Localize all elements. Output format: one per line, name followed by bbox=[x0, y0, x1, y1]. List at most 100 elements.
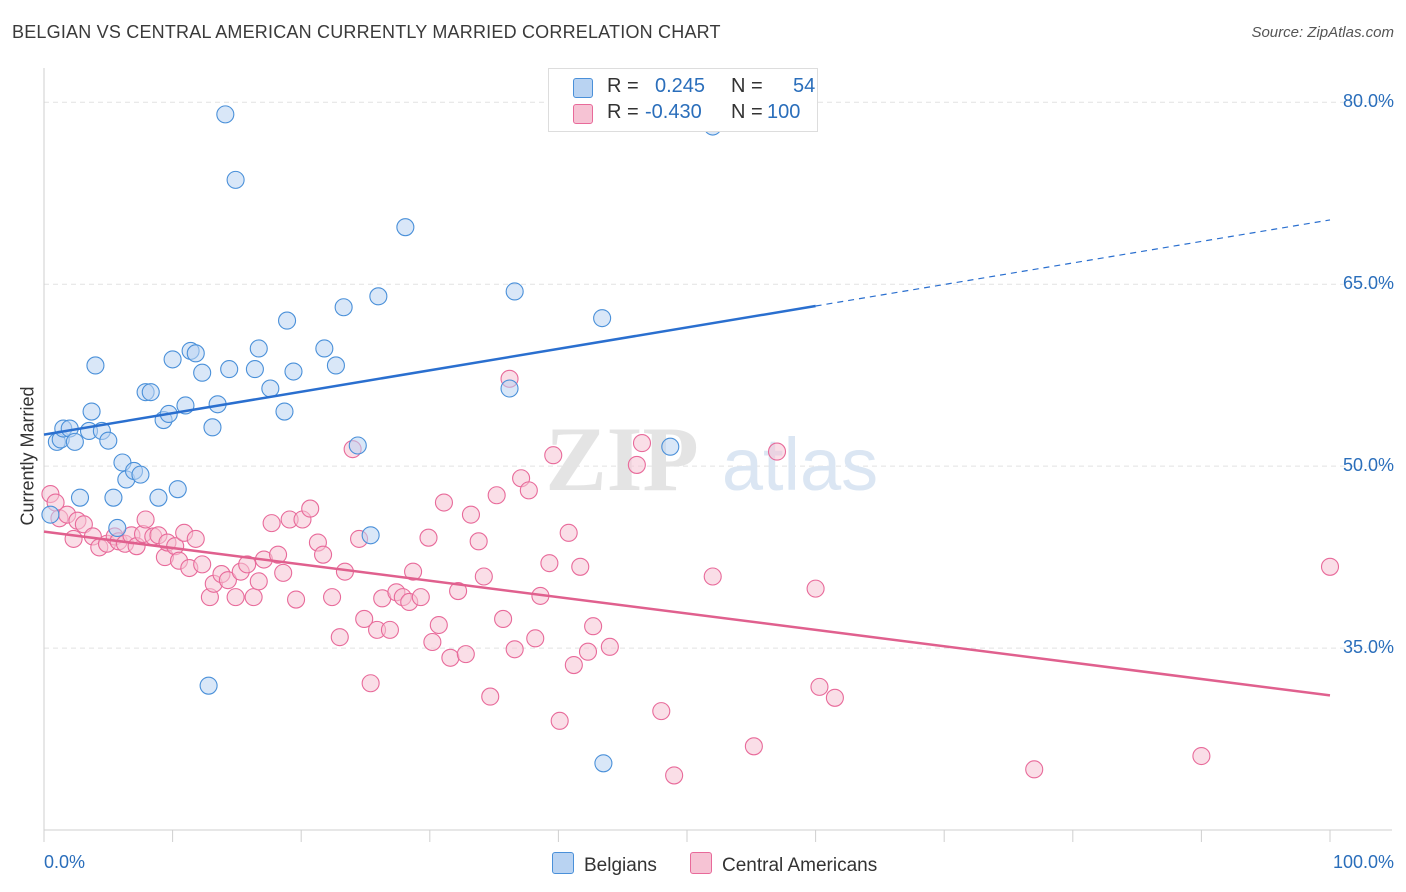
watermark: ZIP atlas bbox=[545, 408, 878, 510]
central-american-point bbox=[1320, 557, 1340, 576]
belgian-point bbox=[278, 311, 297, 330]
central-american-point bbox=[434, 493, 453, 512]
belgian-point bbox=[369, 287, 388, 306]
belgians-trend-line bbox=[43, 304, 816, 436]
legend-n-label: N = bbox=[731, 101, 763, 123]
central-american-point bbox=[810, 677, 829, 696]
central-american-point bbox=[526, 629, 545, 648]
y-tick-label: 80.0% bbox=[1342, 91, 1394, 112]
x-tick-label-max: 100.0% bbox=[1332, 852, 1394, 872]
central-american-point bbox=[380, 620, 399, 639]
central-american-point bbox=[218, 571, 237, 590]
central-american-point bbox=[361, 674, 380, 693]
bottom-legend-swatch-blue bbox=[552, 852, 574, 874]
central-american-point bbox=[571, 557, 590, 576]
legend-n-value-central-americans: 100 bbox=[767, 101, 801, 123]
central-american-point bbox=[193, 555, 212, 574]
belgian-point bbox=[334, 298, 353, 317]
belgian-point bbox=[505, 282, 524, 301]
belgian-point bbox=[203, 418, 222, 437]
watermark-zip: ZIP bbox=[545, 408, 698, 510]
central-american-point bbox=[632, 434, 652, 453]
belgians-trend-extension bbox=[815, 219, 1331, 307]
central-american-point bbox=[540, 554, 559, 573]
central-american-point bbox=[423, 632, 442, 652]
legend-swatch-blue bbox=[573, 78, 593, 98]
belgian-point bbox=[284, 362, 303, 381]
central-american-point bbox=[456, 645, 475, 664]
belgian-point bbox=[108, 518, 127, 538]
belgian-point bbox=[593, 309, 612, 328]
central-american-point bbox=[505, 640, 524, 659]
central-american-point bbox=[519, 481, 538, 500]
legend-r-value-belgians: 0.245 bbox=[655, 75, 706, 97]
legend-n-label: N = bbox=[731, 75, 763, 97]
central-american-point bbox=[314, 545, 333, 564]
source-label: Source: ZipAtlas.com bbox=[1251, 24, 1394, 41]
belgian-point bbox=[216, 105, 235, 124]
central-american-point bbox=[744, 737, 763, 756]
central-american-point bbox=[825, 688, 844, 707]
central-american-point bbox=[564, 655, 583, 675]
central-american-point bbox=[323, 588, 342, 607]
central-american-point bbox=[449, 582, 468, 601]
central-american-point bbox=[74, 515, 93, 534]
central-american-point bbox=[269, 545, 288, 564]
central-american-point bbox=[226, 588, 245, 607]
legend-swatch-pink bbox=[573, 104, 593, 124]
central-american-point bbox=[419, 528, 438, 547]
central-american-point bbox=[584, 617, 603, 636]
central-american-point bbox=[578, 642, 598, 661]
belgian-point bbox=[661, 437, 680, 456]
belgian-point bbox=[594, 754, 613, 773]
central-american-point bbox=[487, 486, 506, 505]
belgian-point bbox=[226, 170, 245, 189]
belgian-point bbox=[131, 465, 150, 484]
trend-lines bbox=[43, 219, 1331, 697]
central-american-point bbox=[600, 637, 619, 656]
central-american-point bbox=[550, 711, 569, 730]
belgian-point bbox=[149, 488, 168, 507]
central-american-point bbox=[249, 572, 268, 591]
axes bbox=[43, 68, 1392, 842]
central-american-point bbox=[274, 563, 293, 582]
central-american-point bbox=[244, 588, 263, 607]
central-american-point bbox=[330, 628, 349, 647]
y-tick-label: 35.0% bbox=[1342, 637, 1394, 658]
y-tick-label: 50.0% bbox=[1342, 455, 1394, 476]
central-american-point bbox=[461, 505, 481, 524]
y-tick-label: 65.0% bbox=[1342, 273, 1394, 294]
central-americans-trend-line bbox=[43, 530, 1331, 697]
central-american-point bbox=[287, 590, 306, 609]
belgian-point bbox=[361, 526, 380, 545]
central-american-point bbox=[474, 567, 493, 586]
belgian-point bbox=[163, 350, 182, 369]
central-american-point bbox=[64, 529, 83, 548]
belgian-point bbox=[99, 431, 118, 450]
central-american-point bbox=[494, 609, 513, 629]
x-tick-label-min: 0.0% bbox=[44, 852, 86, 872]
central-american-point bbox=[544, 446, 563, 465]
belgian-point bbox=[348, 436, 367, 455]
central-american-point bbox=[559, 523, 578, 542]
belgian-point bbox=[104, 488, 123, 507]
central-american-point bbox=[1192, 746, 1211, 766]
belgian-point bbox=[249, 339, 268, 358]
correlation-legend: R = 0.245 N = 54 R = -0.430 N = 100 bbox=[548, 68, 818, 132]
legend-r-label: R = bbox=[607, 75, 639, 97]
bottom-legend-swatch-pink bbox=[690, 852, 712, 874]
central-american-point bbox=[481, 687, 500, 706]
belgian-point bbox=[41, 505, 60, 524]
central-american-point bbox=[262, 514, 281, 533]
bottom-legend-central-americans: Central Americans bbox=[690, 852, 877, 877]
belgian-point bbox=[220, 360, 239, 379]
central-american-point bbox=[665, 766, 684, 785]
belgian-point bbox=[315, 339, 334, 358]
bottom-legend-label-central-americans: Central Americans bbox=[722, 855, 878, 876]
belgian-point bbox=[326, 356, 345, 375]
chart-title: BELGIAN VS CENTRAL AMERICAN CURRENTLY MA… bbox=[12, 22, 721, 42]
legend-n-value-belgians: 54 bbox=[793, 75, 816, 97]
belgian-point bbox=[261, 379, 280, 398]
central-american-point bbox=[136, 510, 155, 529]
